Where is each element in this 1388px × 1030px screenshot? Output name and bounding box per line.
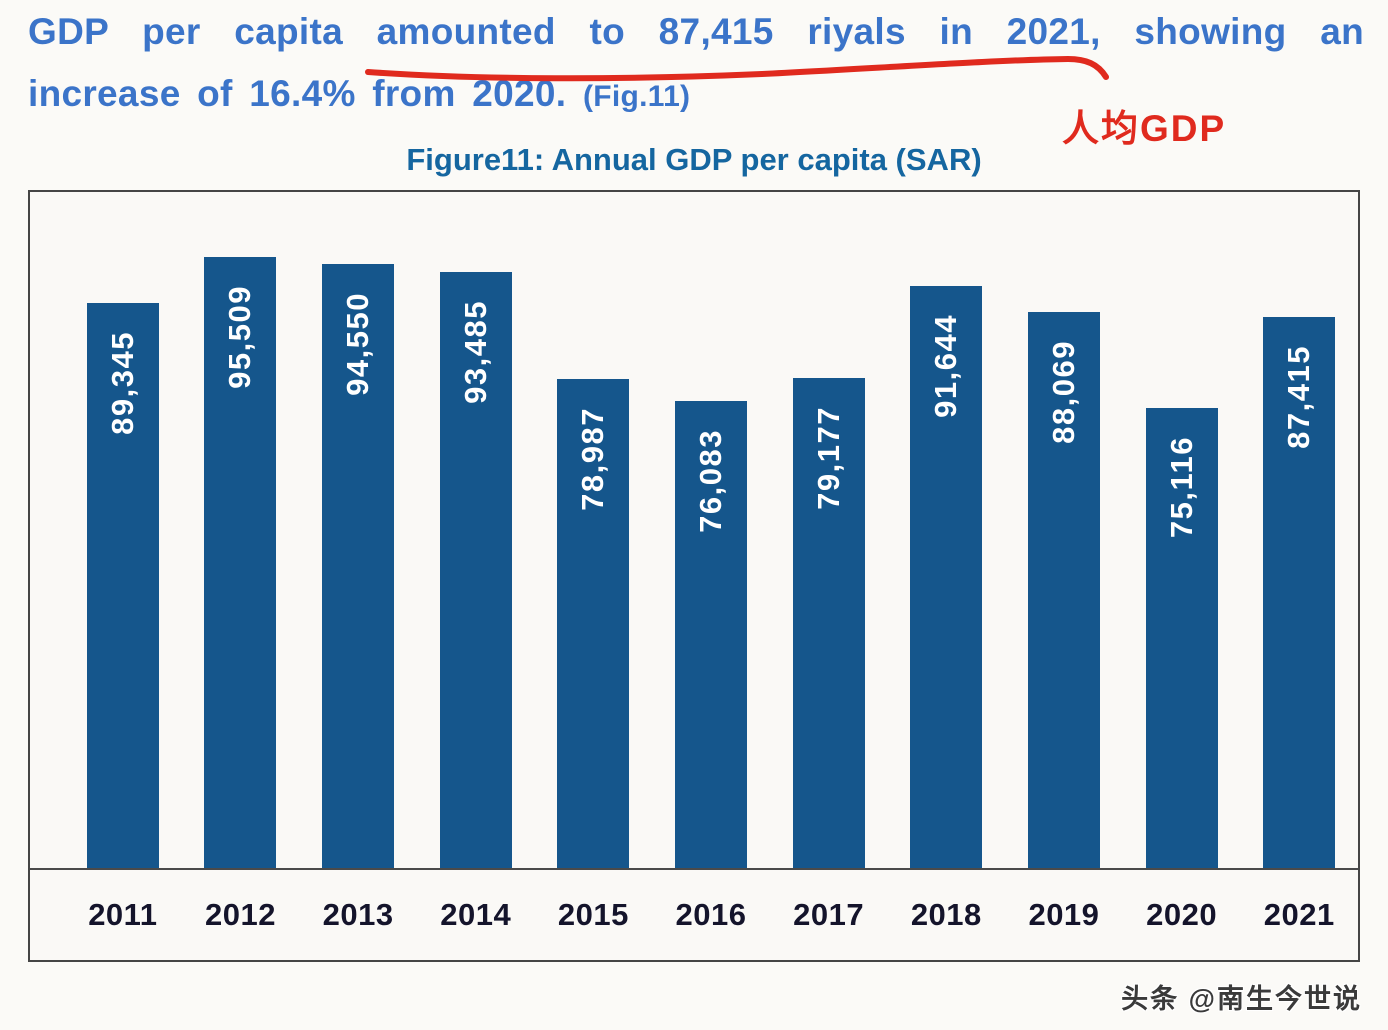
chinese-annotation: 人均GDP [1062,108,1227,149]
bar-2017: 79,177 [792,378,865,868]
year-label-2018: 2018 [910,897,982,932]
bar-column-2011: 89,345 [64,192,182,868]
bar-column-2017: 79,177 [770,192,888,868]
bar-value-label-2018: 91,644 [928,314,964,418]
bar-value-label-2014: 93,485 [457,300,493,404]
year-label-2020: 2020 [1146,897,1218,932]
bar-column-2014: 93,485 [417,192,535,868]
year-label-2019: 2019 [1028,897,1100,932]
year-label-2013: 2013 [322,897,394,932]
year-label-2014: 2014 [440,897,512,932]
chart-frame: 89,345 95,509 94,550 93,485 78,987 76,083 79,1… [28,190,1360,962]
bar-2014: 93,485 [439,272,512,868]
bar-value-label-2021: 87,415 [1281,345,1317,449]
year-label-2012: 2012 [204,897,276,932]
figure-reference: (Fig.11) [582,80,691,113]
bar-value-label-2012: 95,509 [222,285,258,389]
bar-value-label-2020: 75,116 [1163,436,1199,539]
bar-value-label-2017: 79,177 [810,406,846,510]
bar-2019: 88,069 [1027,312,1100,868]
bar-column-2016: 76,083 [652,192,770,868]
bar-value-label-2011: 89,345 [104,331,140,435]
year-label-2011: 2011 [88,897,158,932]
year-label-2017: 2017 [793,897,865,932]
header-line1: GDP per capita amounted to 87,415 riyals… [28,11,1364,52]
bar-column-2021: 87,415 [1240,192,1358,868]
bar-value-label-2019: 88,069 [1045,340,1081,444]
bar-column-2018: 91,644 [887,192,1005,868]
bar-column-2015: 78,987 [535,192,653,868]
plot-area: 89,345 95,509 94,550 93,485 78,987 76,083 79,1… [30,192,1358,868]
chart-title: Figure11: Annual GDP per capita (SAR) [406,142,982,177]
bar-2021: 87,415 [1263,317,1336,868]
bar-2020: 75,116 [1145,408,1218,868]
bar-column-2019: 88,069 [1005,192,1123,868]
year-label-2016: 2016 [675,897,747,932]
bar-value-label-2015: 78,987 [575,407,611,511]
bar-2011: 89,345 [86,303,159,868]
bar-column-2013: 94,550 [299,192,417,868]
bar-2018: 91,644 [910,286,983,868]
bar-value-label-2013: 94,550 [340,292,376,396]
watermark: 头条 @南生今世说 [1121,984,1362,1014]
header-line2-text: increase of 16.4% from 2020. [28,73,567,114]
bar-2015: 78,987 [557,379,630,868]
x-axis: 2011 2012 2013 2014 2015 2016 2017 2018 2019 2020… [30,868,1358,960]
bar-2013: 94,550 [322,264,395,868]
bar-2012: 95,509 [204,257,277,868]
year-label-2015: 2015 [557,897,629,932]
bar-value-label-2016: 76,083 [693,429,729,533]
bar-column-2020: 75,116 [1123,192,1241,868]
bar-column-2012: 95,509 [182,192,300,868]
year-label-2021: 2021 [1263,897,1335,932]
bar-2016: 76,083 [675,401,748,868]
